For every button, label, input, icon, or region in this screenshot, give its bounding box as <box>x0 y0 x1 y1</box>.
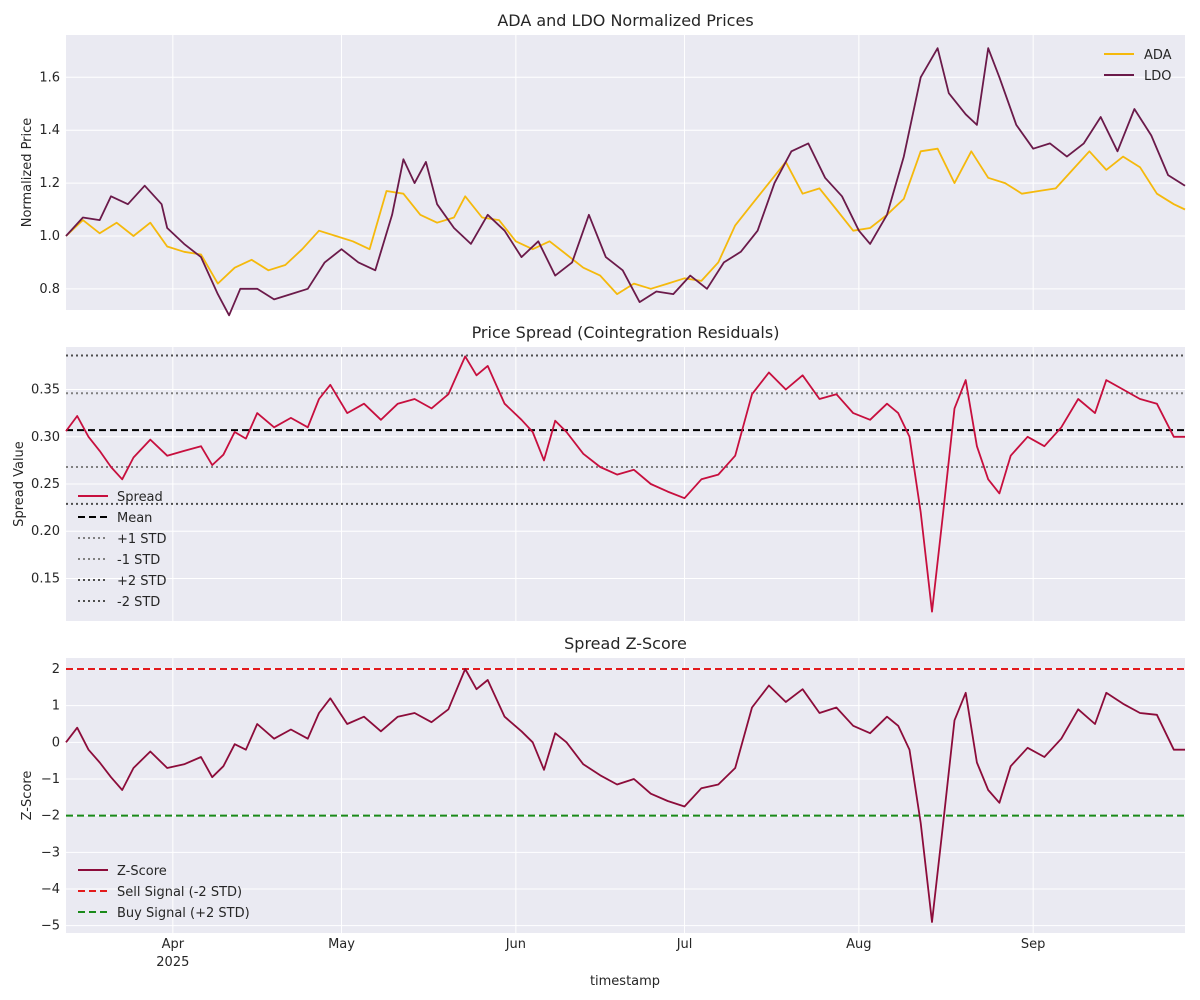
legend-label: Sell Signal (-2 STD) <box>117 885 242 900</box>
x-axis-label: timestamp <box>590 974 660 989</box>
x-tick-label: Aug <box>846 937 871 952</box>
x-tick-label: 2025 <box>156 955 189 970</box>
y-tick-label: −2 <box>41 809 60 824</box>
y-tick-label: 0.25 <box>31 477 60 492</box>
series-line <box>65 668 1185 923</box>
series-line <box>65 355 1185 613</box>
y-tick-label: −4 <box>41 882 60 897</box>
x-tick-label: Apr <box>162 937 185 952</box>
shared-x-axis: Apr 2025 May Jun Jul Aug Sep <box>156 937 1045 970</box>
y-tick-label: 0.20 <box>31 524 60 539</box>
y-tick-label: 1.6 <box>39 70 60 85</box>
legend-label: +2 STD <box>117 574 167 589</box>
spread-panel: 0.15 0.20 0.25 0.30 0.35 Price Spread (Cointe… <box>12 323 1185 621</box>
panel-title: Price Spread (Cointegration Residuals) <box>472 323 780 342</box>
x-tick-label: May <box>328 937 355 952</box>
legend-label: -2 STD <box>117 595 160 610</box>
legend-label: LDO <box>1144 69 1172 84</box>
y-tick-label: 1.2 <box>39 176 60 191</box>
legend-label: Spread <box>117 490 163 505</box>
y-tick-label: 1 <box>52 699 60 714</box>
series-line <box>65 147 1186 296</box>
legend-label: ADA <box>1144 48 1172 63</box>
y-tick-label: 0.8 <box>39 282 60 297</box>
series-line <box>65 47 1186 317</box>
legend-label: Buy Signal (+2 STD) <box>117 906 250 921</box>
legend-label: Z-Score <box>117 864 167 879</box>
x-tick-label: Jul <box>676 937 693 952</box>
y-axis-label: Z-Score <box>20 771 35 821</box>
panel-title: Spread Z-Score <box>564 634 687 653</box>
plot-background <box>66 35 1185 310</box>
legend-label: -1 STD <box>117 553 160 568</box>
x-tick-label: Sep <box>1021 937 1046 952</box>
y-tick-label: 1.4 <box>39 123 60 138</box>
zscore-panel: −5 −4 −3 −2 −1 0 1 2 Spread Z-Score Z-Score Z-Scor… <box>20 634 1185 934</box>
y-axis-label: Spread Value <box>12 441 27 527</box>
y-tick-label: −3 <box>41 845 60 860</box>
y-tick-label: 2 <box>52 662 60 677</box>
y-tick-label: 0.35 <box>31 383 60 398</box>
x-tick-label: Jun <box>505 937 526 952</box>
y-tick-label: 0.15 <box>31 571 60 586</box>
legend-label: Mean <box>117 511 152 526</box>
y-tick-label: 0 <box>52 735 60 750</box>
y-tick-label: 0.30 <box>31 430 60 445</box>
panel-title: ADA and LDO Normalized Prices <box>497 11 753 30</box>
legend-label: +1 STD <box>117 532 167 547</box>
y-tick-label: 1.0 <box>39 229 60 244</box>
y-tick-label: −5 <box>41 919 60 934</box>
plot-background <box>66 658 1185 933</box>
y-tick-label: −1 <box>41 772 60 787</box>
price-panel: 0.8 1.0 1.2 1.4 1.6 ADA and LDO Normalized Pr… <box>20 11 1186 317</box>
y-axis-label: Normalized Price <box>20 118 35 228</box>
